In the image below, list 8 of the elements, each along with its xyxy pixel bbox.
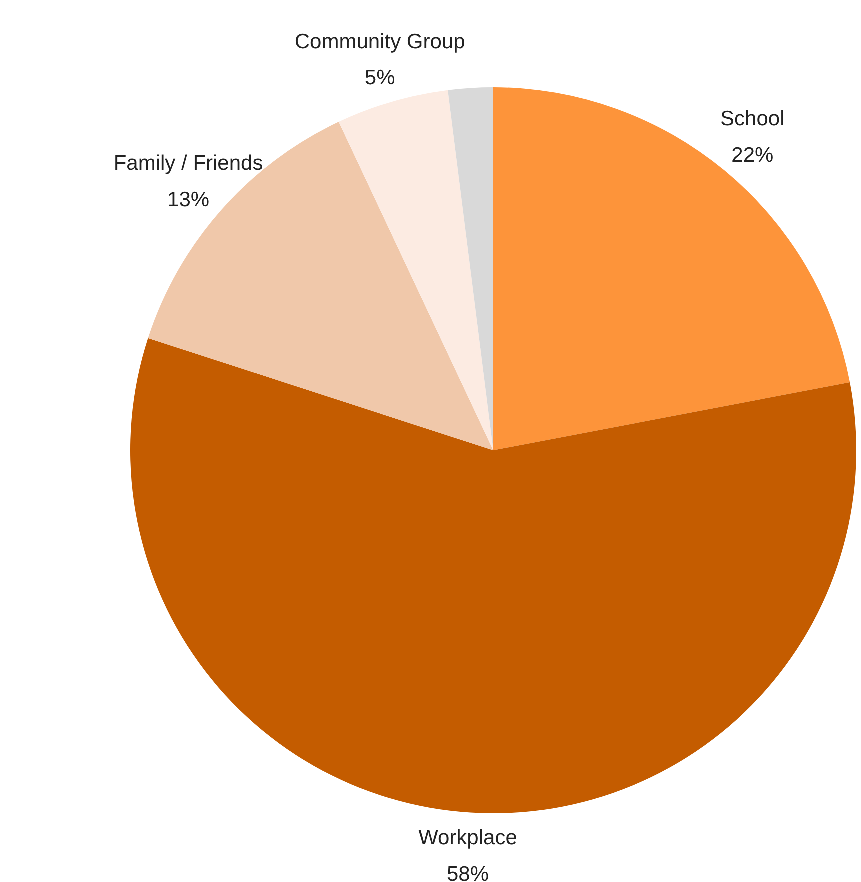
data-label: 13% <box>168 188 210 212</box>
data-label: 58% <box>446 862 489 882</box>
slice-label: Family / Friends <box>114 152 264 175</box>
slice-label: School <box>720 108 785 131</box>
slice-label: Community Group <box>294 30 466 54</box>
data-label: 22% <box>732 144 774 167</box>
slice-label: Workplace <box>418 826 518 850</box>
data-label: 5% <box>364 66 396 90</box>
